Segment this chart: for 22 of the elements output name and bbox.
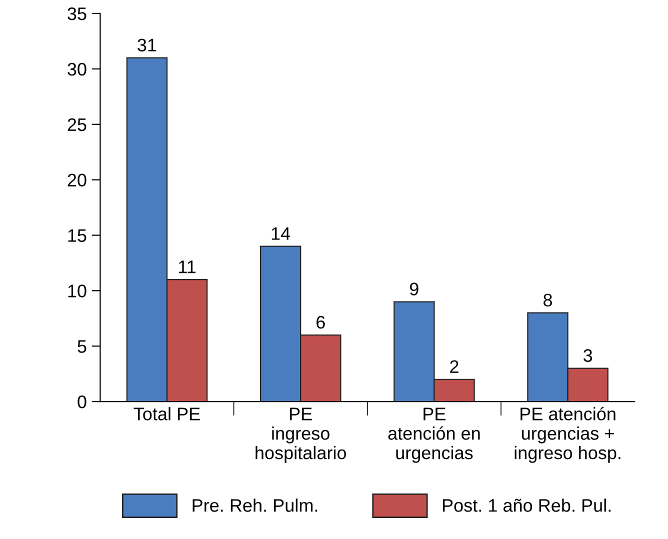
data-label: 9 bbox=[410, 282, 418, 296]
data-label: 2 bbox=[450, 360, 458, 373]
legend-label: Pre. Reh. Pulm. bbox=[192, 498, 318, 512]
y-tick-label: 15 bbox=[68, 229, 86, 242]
data-label: 3 bbox=[584, 349, 592, 362]
legend-label: Post. 1 año Reb. Pul. bbox=[442, 498, 610, 512]
y-tick-label: 25 bbox=[68, 118, 86, 132]
data-label: 8 bbox=[544, 294, 552, 307]
y-tick-label: 35 bbox=[68, 7, 86, 20]
x-tick-label: PE ingreso hospitalario bbox=[256, 408, 346, 463]
y-tick-label: 5 bbox=[78, 340, 86, 353]
x-tick-label: Total PE bbox=[134, 407, 200, 420]
data-label: 31 bbox=[138, 38, 156, 52]
data-label: 11 bbox=[179, 260, 196, 274]
x-tick-label: PE atención en urgencias bbox=[388, 408, 480, 463]
y-tick-label: 20 bbox=[68, 174, 86, 187]
data-label: 6 bbox=[316, 316, 325, 329]
y-tick-label: 10 bbox=[68, 284, 86, 298]
data-label: 14 bbox=[272, 227, 290, 240]
y-tick-label: 0 bbox=[78, 395, 86, 408]
y-tick-label: 30 bbox=[68, 62, 86, 76]
x-tick-label: PE atención urgencias + ingreso hosp. bbox=[514, 406, 620, 463]
